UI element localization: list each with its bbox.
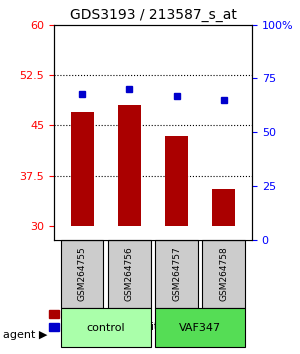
Bar: [70, 112, 94, 226]
Title: GDS3193 / 213587_s_at: GDS3193 / 213587_s_at: [70, 8, 236, 22]
FancyBboxPatch shape: [61, 308, 151, 347]
Text: GSM264756: GSM264756: [125, 246, 134, 301]
Bar: [165, 136, 188, 226]
Bar: [212, 189, 236, 226]
FancyBboxPatch shape: [155, 240, 198, 308]
Text: GSM264758: GSM264758: [219, 246, 228, 301]
Legend: count, percentile rank within the sample: count, percentile rank within the sample: [49, 309, 232, 332]
Text: VAF347: VAF347: [179, 322, 221, 333]
FancyBboxPatch shape: [155, 308, 245, 347]
Text: control: control: [86, 322, 125, 333]
FancyBboxPatch shape: [202, 240, 245, 308]
Text: GSM264757: GSM264757: [172, 246, 181, 301]
Bar: [118, 105, 141, 226]
Text: GSM264755: GSM264755: [78, 246, 87, 301]
Text: agent ▶: agent ▶: [3, 330, 47, 339]
FancyBboxPatch shape: [61, 240, 104, 308]
FancyBboxPatch shape: [108, 240, 151, 308]
